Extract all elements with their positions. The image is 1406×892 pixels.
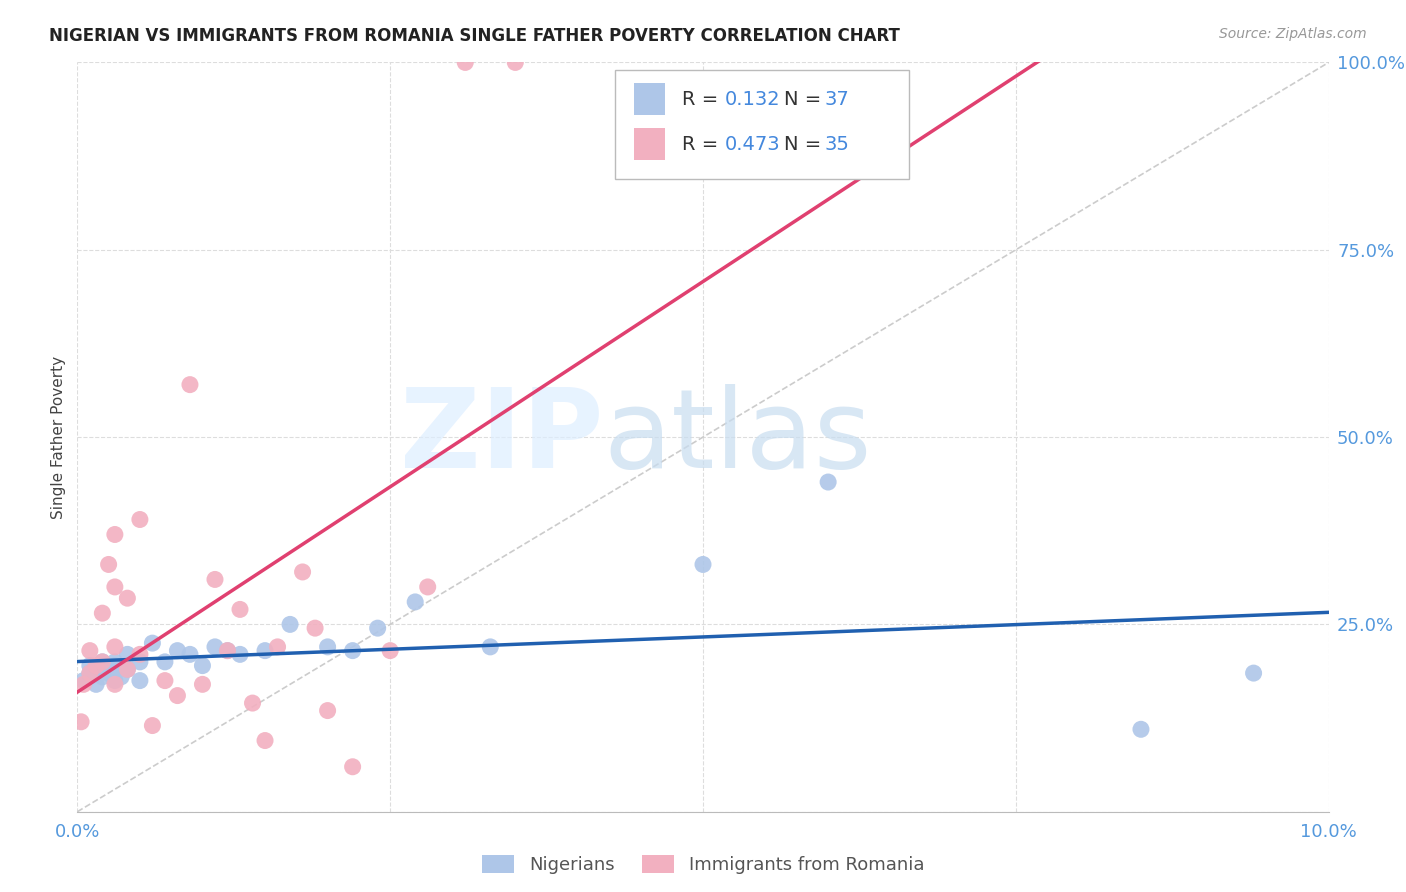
Point bbox=[79, 666, 101, 681]
FancyBboxPatch shape bbox=[616, 70, 910, 178]
Point bbox=[242, 696, 264, 710]
Point bbox=[91, 655, 114, 669]
Point bbox=[79, 666, 101, 681]
Point bbox=[1130, 723, 1153, 737]
Point bbox=[217, 643, 239, 657]
Point bbox=[217, 643, 239, 657]
Point bbox=[404, 595, 426, 609]
Text: 0.473: 0.473 bbox=[724, 135, 780, 153]
Point bbox=[79, 658, 101, 673]
Legend: Nigerians, Immigrants from Romania: Nigerians, Immigrants from Romania bbox=[482, 855, 924, 874]
Point bbox=[72, 677, 94, 691]
Point bbox=[70, 714, 93, 729]
Point bbox=[129, 648, 152, 662]
Point bbox=[104, 655, 127, 669]
Point bbox=[110, 670, 132, 684]
Point bbox=[479, 640, 502, 654]
Point bbox=[72, 673, 94, 688]
Point bbox=[129, 512, 152, 526]
Point bbox=[204, 640, 226, 654]
Text: R =: R = bbox=[682, 135, 724, 153]
Point bbox=[104, 658, 127, 673]
Text: 35: 35 bbox=[824, 135, 849, 153]
Text: atlas: atlas bbox=[603, 384, 872, 491]
Point bbox=[229, 648, 252, 662]
Point bbox=[104, 640, 127, 654]
Point bbox=[91, 606, 114, 620]
Point bbox=[416, 580, 439, 594]
FancyBboxPatch shape bbox=[634, 128, 665, 160]
Text: 0.132: 0.132 bbox=[724, 90, 780, 109]
Point bbox=[191, 658, 214, 673]
Point bbox=[117, 591, 139, 606]
Text: ZIP: ZIP bbox=[399, 384, 603, 491]
Point bbox=[179, 648, 201, 662]
Point bbox=[253, 643, 276, 657]
Point bbox=[153, 673, 176, 688]
Point bbox=[166, 689, 188, 703]
Text: NIGERIAN VS IMMIGRANTS FROM ROMANIA SINGLE FATHER POVERTY CORRELATION CHART: NIGERIAN VS IMMIGRANTS FROM ROMANIA SING… bbox=[49, 27, 900, 45]
Point bbox=[141, 636, 163, 650]
Point bbox=[316, 640, 339, 654]
Point bbox=[129, 655, 152, 669]
Point bbox=[692, 558, 714, 572]
Point bbox=[91, 658, 114, 673]
Point bbox=[141, 718, 163, 732]
Point bbox=[304, 621, 326, 635]
Point bbox=[266, 640, 288, 654]
Point bbox=[117, 648, 139, 662]
Point bbox=[104, 677, 127, 691]
Point bbox=[367, 621, 389, 635]
Point bbox=[84, 658, 107, 673]
Point bbox=[117, 662, 139, 676]
Point bbox=[91, 655, 114, 669]
Text: 37: 37 bbox=[824, 90, 849, 109]
Point bbox=[129, 673, 152, 688]
Point bbox=[117, 662, 139, 676]
Point bbox=[1243, 666, 1265, 681]
Point bbox=[166, 643, 188, 657]
Point bbox=[104, 580, 127, 594]
Point bbox=[104, 527, 127, 541]
FancyBboxPatch shape bbox=[634, 84, 665, 115]
Text: Source: ZipAtlas.com: Source: ZipAtlas.com bbox=[1219, 27, 1367, 41]
Point bbox=[104, 662, 127, 676]
Point bbox=[505, 55, 527, 70]
Point bbox=[153, 655, 176, 669]
Point bbox=[91, 670, 114, 684]
Point bbox=[291, 565, 314, 579]
Point bbox=[79, 643, 101, 657]
Point bbox=[316, 704, 339, 718]
Point bbox=[454, 55, 477, 70]
Text: R =: R = bbox=[682, 90, 724, 109]
Point bbox=[84, 662, 107, 676]
Point bbox=[253, 733, 276, 747]
Point bbox=[191, 677, 214, 691]
Point bbox=[97, 666, 120, 681]
Point bbox=[817, 475, 839, 489]
Y-axis label: Single Father Poverty: Single Father Poverty bbox=[51, 356, 66, 518]
Point bbox=[278, 617, 301, 632]
Point bbox=[342, 643, 364, 657]
Point bbox=[179, 377, 201, 392]
Point bbox=[229, 602, 252, 616]
Point bbox=[84, 677, 107, 691]
Text: N =: N = bbox=[785, 135, 828, 153]
Text: N =: N = bbox=[785, 90, 828, 109]
Point bbox=[380, 643, 402, 657]
Point bbox=[342, 760, 364, 774]
Point bbox=[204, 573, 226, 587]
Point bbox=[97, 558, 120, 572]
Point bbox=[104, 673, 127, 688]
